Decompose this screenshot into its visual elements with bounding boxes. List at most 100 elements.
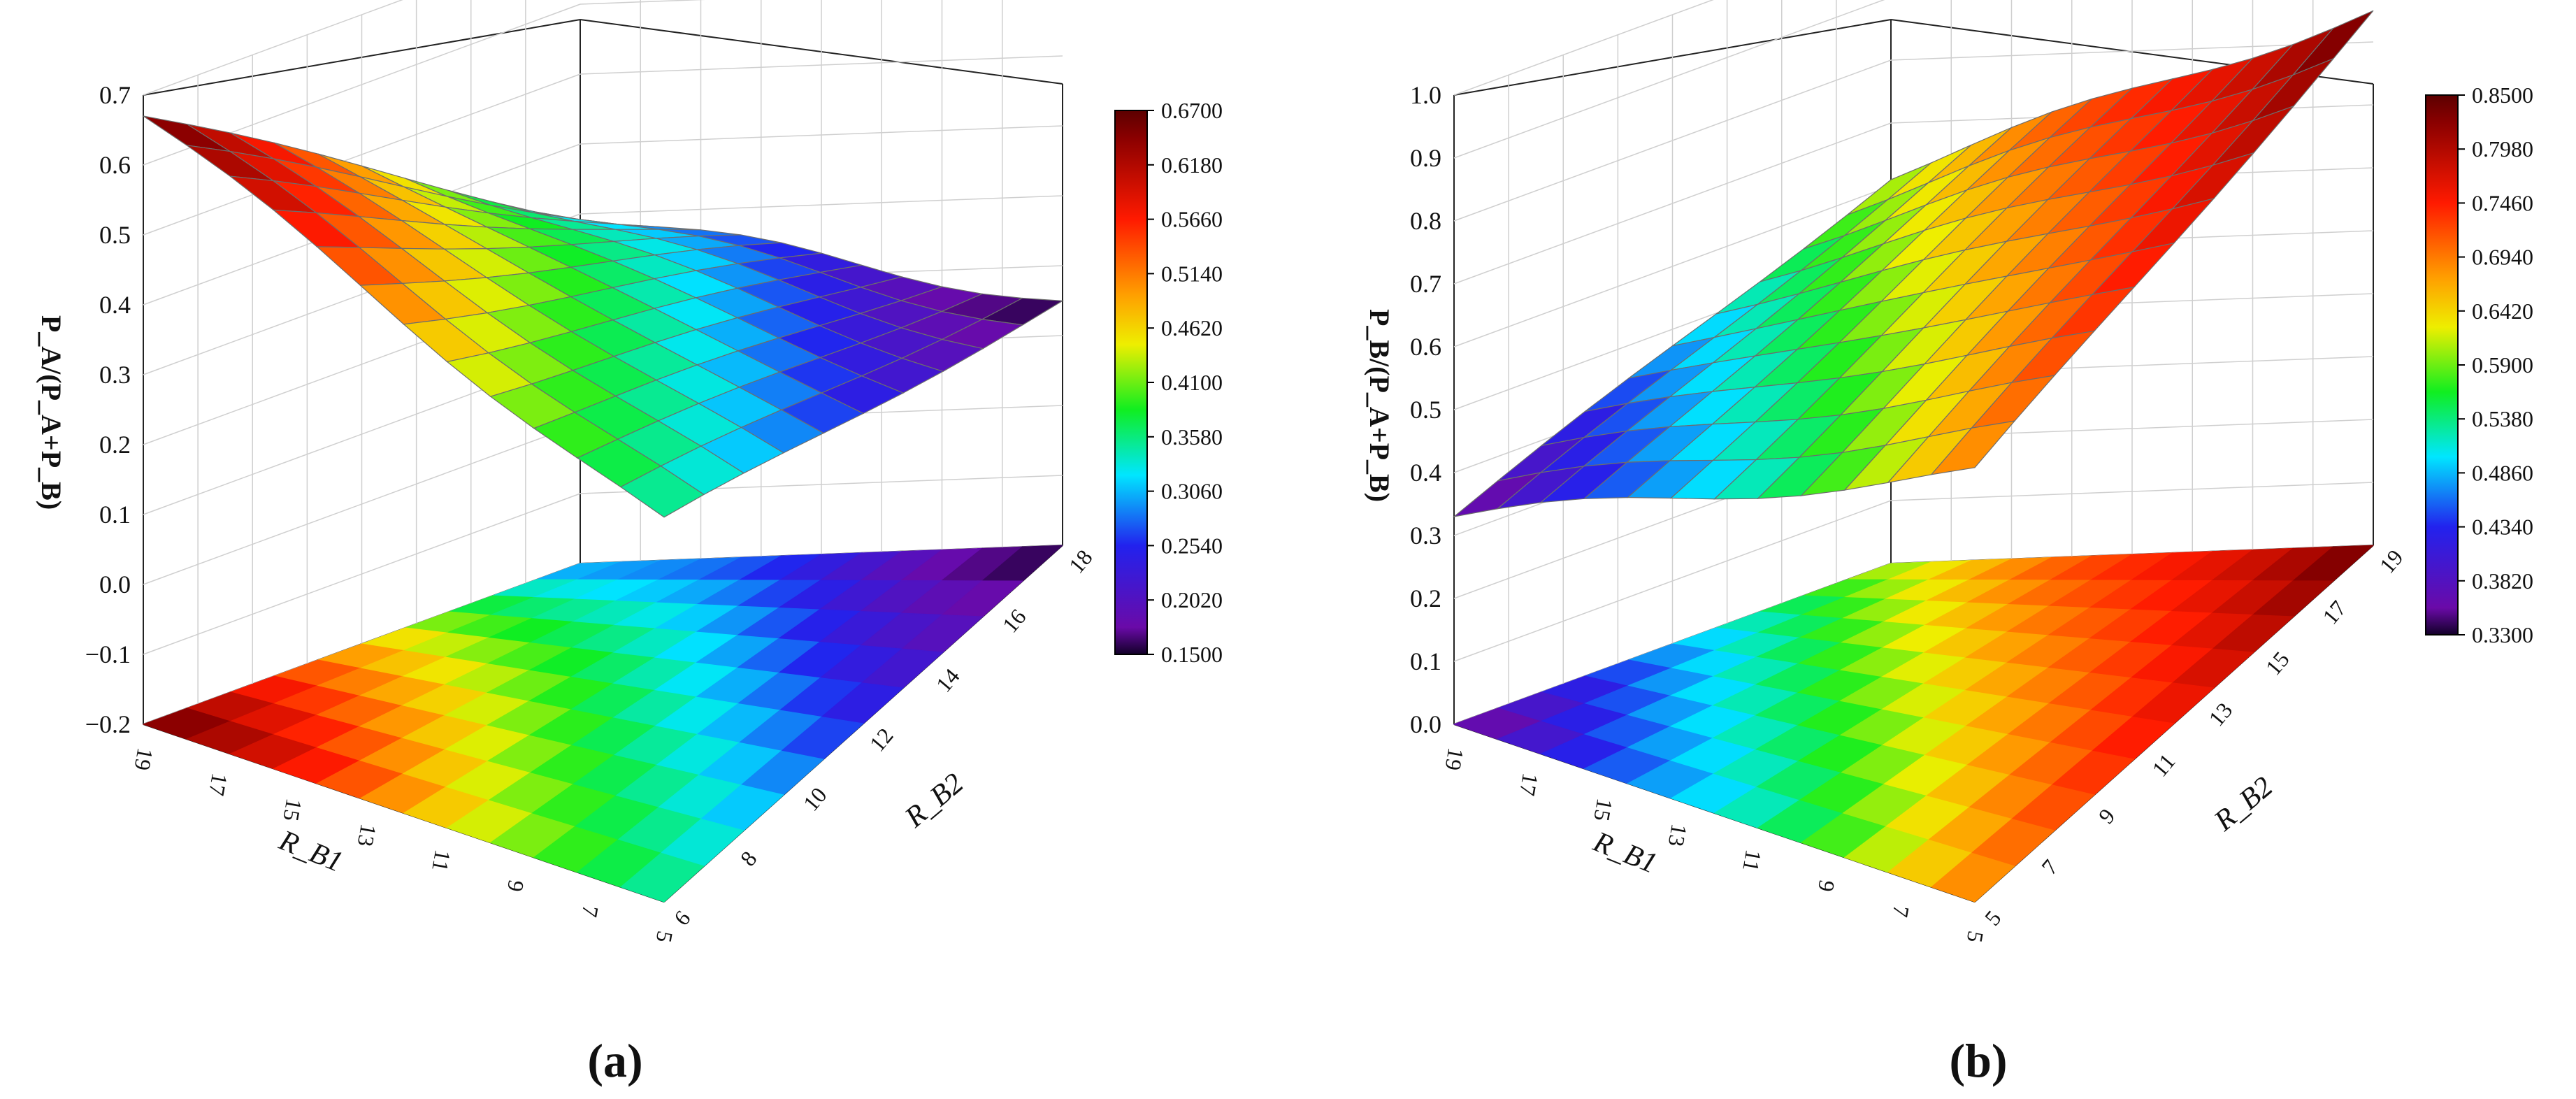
panel-b-label: (b) (1949, 1034, 2007, 1087)
panelb-x-tick-label: 9 (1813, 878, 1840, 893)
panelb-colorbar-tick-label: 0.3300 (2472, 622, 2533, 647)
panela-colorbar-tick-label: 0.2540 (1161, 533, 1223, 558)
panela-x-tick-label: 17 (204, 771, 233, 798)
panelb-z-tick-label: 0.4 (1410, 459, 1441, 487)
panel-b-surface (1452, 10, 2374, 518)
panelb-y-tick-label: 11 (2147, 749, 2180, 782)
panela-x-tick-label: 11 (427, 848, 456, 874)
panela-x-tick-label: 9 (503, 878, 529, 893)
panela-x-tick-label: 13 (353, 822, 382, 849)
panela-z-tick-label: 0.3 (99, 361, 131, 389)
panel-a-floor-projection (142, 545, 1064, 903)
panel-b-y-axis-label: R_B2 (2208, 770, 2279, 838)
panel-b-z-ticks: 1.0 0.9 0.8 0.7 0.6 0.5 0.4 0.3 0.2 0.1 0.0 (1410, 81, 1441, 738)
panelb-x-tick-label: 5 (1962, 929, 1989, 944)
panela-colorbar-tick-label: 0.4620 (1161, 315, 1223, 340)
panelb-y-tick-label: 13 (2203, 698, 2237, 731)
panel-a-label: (a) (587, 1034, 642, 1087)
panela-x-tick-label: 5 (652, 929, 678, 944)
panel-a-colorbar: 0.6700 0.6180 0.5660 0.5140 0.4620 0.4100 0.35… (1114, 98, 1223, 667)
panel-b-floor-projection (1453, 545, 2375, 903)
panelb-x-tick-label: 15 (1589, 797, 1618, 824)
panela-y-tick-label: 6 (669, 905, 696, 930)
panela-z-tick-label: 0.5 (99, 221, 131, 249)
panelb-z-tick-label: 0.7 (1410, 270, 1441, 298)
panela-colorbar-tick-label: 0.6180 (1161, 152, 1223, 178)
panelb-x-tick-label: 7 (1887, 904, 1914, 919)
panela-z-tick-label: 0.0 (99, 570, 131, 598)
panelb-z-tick-label: 0.6 (1410, 333, 1441, 361)
panelb-y-tick-label: 9 (2093, 804, 2120, 828)
panela-z-tick-label: −0.2 (85, 710, 131, 738)
panelb-y-tick-label: 7 (2036, 854, 2063, 879)
panela-z-tick-label: 0.7 (99, 81, 131, 109)
panelb-y-tick-label: 5 (1980, 905, 2006, 930)
panelb-z-tick-label: 0.8 (1410, 207, 1441, 235)
panela-z-tick-label: 0.2 (99, 431, 131, 459)
panel-a-z-ticks: 0.7 0.6 0.5 0.4 0.3 0.2 0.1 0.0 −0.1 −0.2 (85, 81, 131, 738)
panelb-colorbar-tick-label: 0.4860 (2472, 460, 2533, 485)
panelb-z-tick-label: 0.9 (1410, 144, 1441, 172)
panel-b-colorbar-ticks: 0.8500 0.7980 0.7460 0.6940 0.6420 0.5900 0.53… (2458, 82, 2533, 647)
panela-y-tick-label: 14 (931, 663, 965, 697)
panelb-colorbar-tick-label: 0.5900 (2472, 352, 2533, 378)
panelb-z-tick-label: 0.0 (1410, 710, 1441, 738)
panela-colorbar-tick-label: 0.4100 (1161, 370, 1223, 395)
panela-z-tick-label: −0.1 (85, 640, 131, 668)
panel-b-colorbar-bar (2425, 94, 2459, 635)
panela-colorbar-tick-label: 0.1500 (1161, 642, 1223, 667)
panelb-colorbar-tick-label: 0.6940 (2472, 245, 2533, 270)
panela-colorbar-tick-label: 0.5140 (1161, 261, 1223, 286)
panelb-colorbar-tick-label: 0.7980 (2472, 136, 2533, 161)
panela-floor-cell (619, 852, 705, 903)
panela-colorbar-tick-label: 0.5660 (1161, 207, 1223, 232)
panela-y-tick-label: 16 (998, 604, 1031, 638)
panelb-z-tick-label: 1.0 (1410, 81, 1441, 109)
panela-colorbar-tick-label: 0.3580 (1161, 424, 1223, 450)
panela-y-tick-label: 18 (1064, 545, 1098, 578)
panela-z-tick-label: 0.6 (99, 151, 131, 179)
panela-colorbar-tick-label: 0.6700 (1161, 98, 1223, 123)
panelb-colorbar-tick-label: 0.7460 (2472, 190, 2533, 215)
panela-y-tick-label: 8 (735, 846, 762, 870)
panelb-x-tick-label: 13 (1664, 822, 1692, 849)
panelb-colorbar-tick-label: 0.5380 (2472, 406, 2533, 431)
panelb-x-tick-label: 19 (1440, 746, 1469, 773)
panela-x-tick-label: 15 (278, 797, 307, 824)
panela-gridline-right-wall (580, 0, 706, 5)
panelb-surface-cell (1930, 420, 2016, 475)
panel-b-x-axis-label: R_B1 (1588, 826, 1662, 880)
panelb-z-tick-label: 0.2 (1410, 584, 1441, 612)
panela-y-tick-label: 10 (798, 782, 832, 816)
panel-a-y-axis-label: R_B2 (898, 767, 970, 834)
panelb-colorbar-tick-label: 0.3820 (2472, 568, 2533, 594)
panel-b-x-ticks: 19 17 15 13 11 9 7 5 (1440, 746, 1989, 944)
panel-a-x-ticks: 19 17 15 13 11 9 7 5 (129, 746, 678, 944)
panelb-y-tick-label: 15 (2261, 647, 2294, 680)
panelb-z-tick-label: 0.3 (1410, 522, 1441, 550)
panela-z-tick-label: 0.1 (99, 501, 131, 529)
panelb-colorbar-tick-label: 0.8500 (2472, 82, 2533, 108)
panelb-x-tick-label: 17 (1515, 771, 1544, 798)
panel-a-surface (143, 115, 1064, 518)
panel-b-z-axis-label: P_B/(P_A+P_B) (1364, 309, 1395, 502)
panel-a-colorbar-bar (1114, 110, 1148, 655)
panelb-colorbar-tick-label: 0.6420 (2472, 299, 2533, 324)
panel-b-colorbar: 0.8500 0.7980 0.7460 0.6940 0.6420 0.5900 0.53… (2425, 82, 2533, 647)
panelb-floor-cell (1930, 852, 2015, 903)
panela-z-tick-label: 0.4 (99, 291, 131, 319)
panel-a-z-axis-label: P_A/(P_A+P_B) (36, 315, 67, 510)
panelb-x-tick-label: 11 (1738, 848, 1766, 874)
panel-a-colorbar-ticks: 0.6700 0.6180 0.5660 0.5140 0.4620 0.4100 0.35… (1147, 98, 1223, 667)
panel-b: 1.0 0.9 0.8 0.7 0.6 0.5 0.4 0.3 0.2 0.1 0.0 19 17 15… (1364, 0, 2533, 1087)
panelb-colorbar-tick-label: 0.4340 (2472, 515, 2533, 540)
panela-colorbar-tick-label: 0.2020 (1161, 587, 1223, 612)
panel-a-x-axis-label: R_B1 (274, 824, 347, 879)
panela-y-tick-label: 12 (865, 723, 898, 756)
panela-colorbar-tick-label: 0.3060 (1161, 479, 1223, 504)
panelb-y-tick-label: 19 (2375, 545, 2408, 578)
panel-a: 0.70.60.50.40.30.20.10.0−0.1−0.2 1917151… (36, 0, 1223, 1087)
panela-x-tick-label: 7 (577, 904, 603, 919)
panelb-y-tick-label: 17 (2317, 596, 2351, 629)
